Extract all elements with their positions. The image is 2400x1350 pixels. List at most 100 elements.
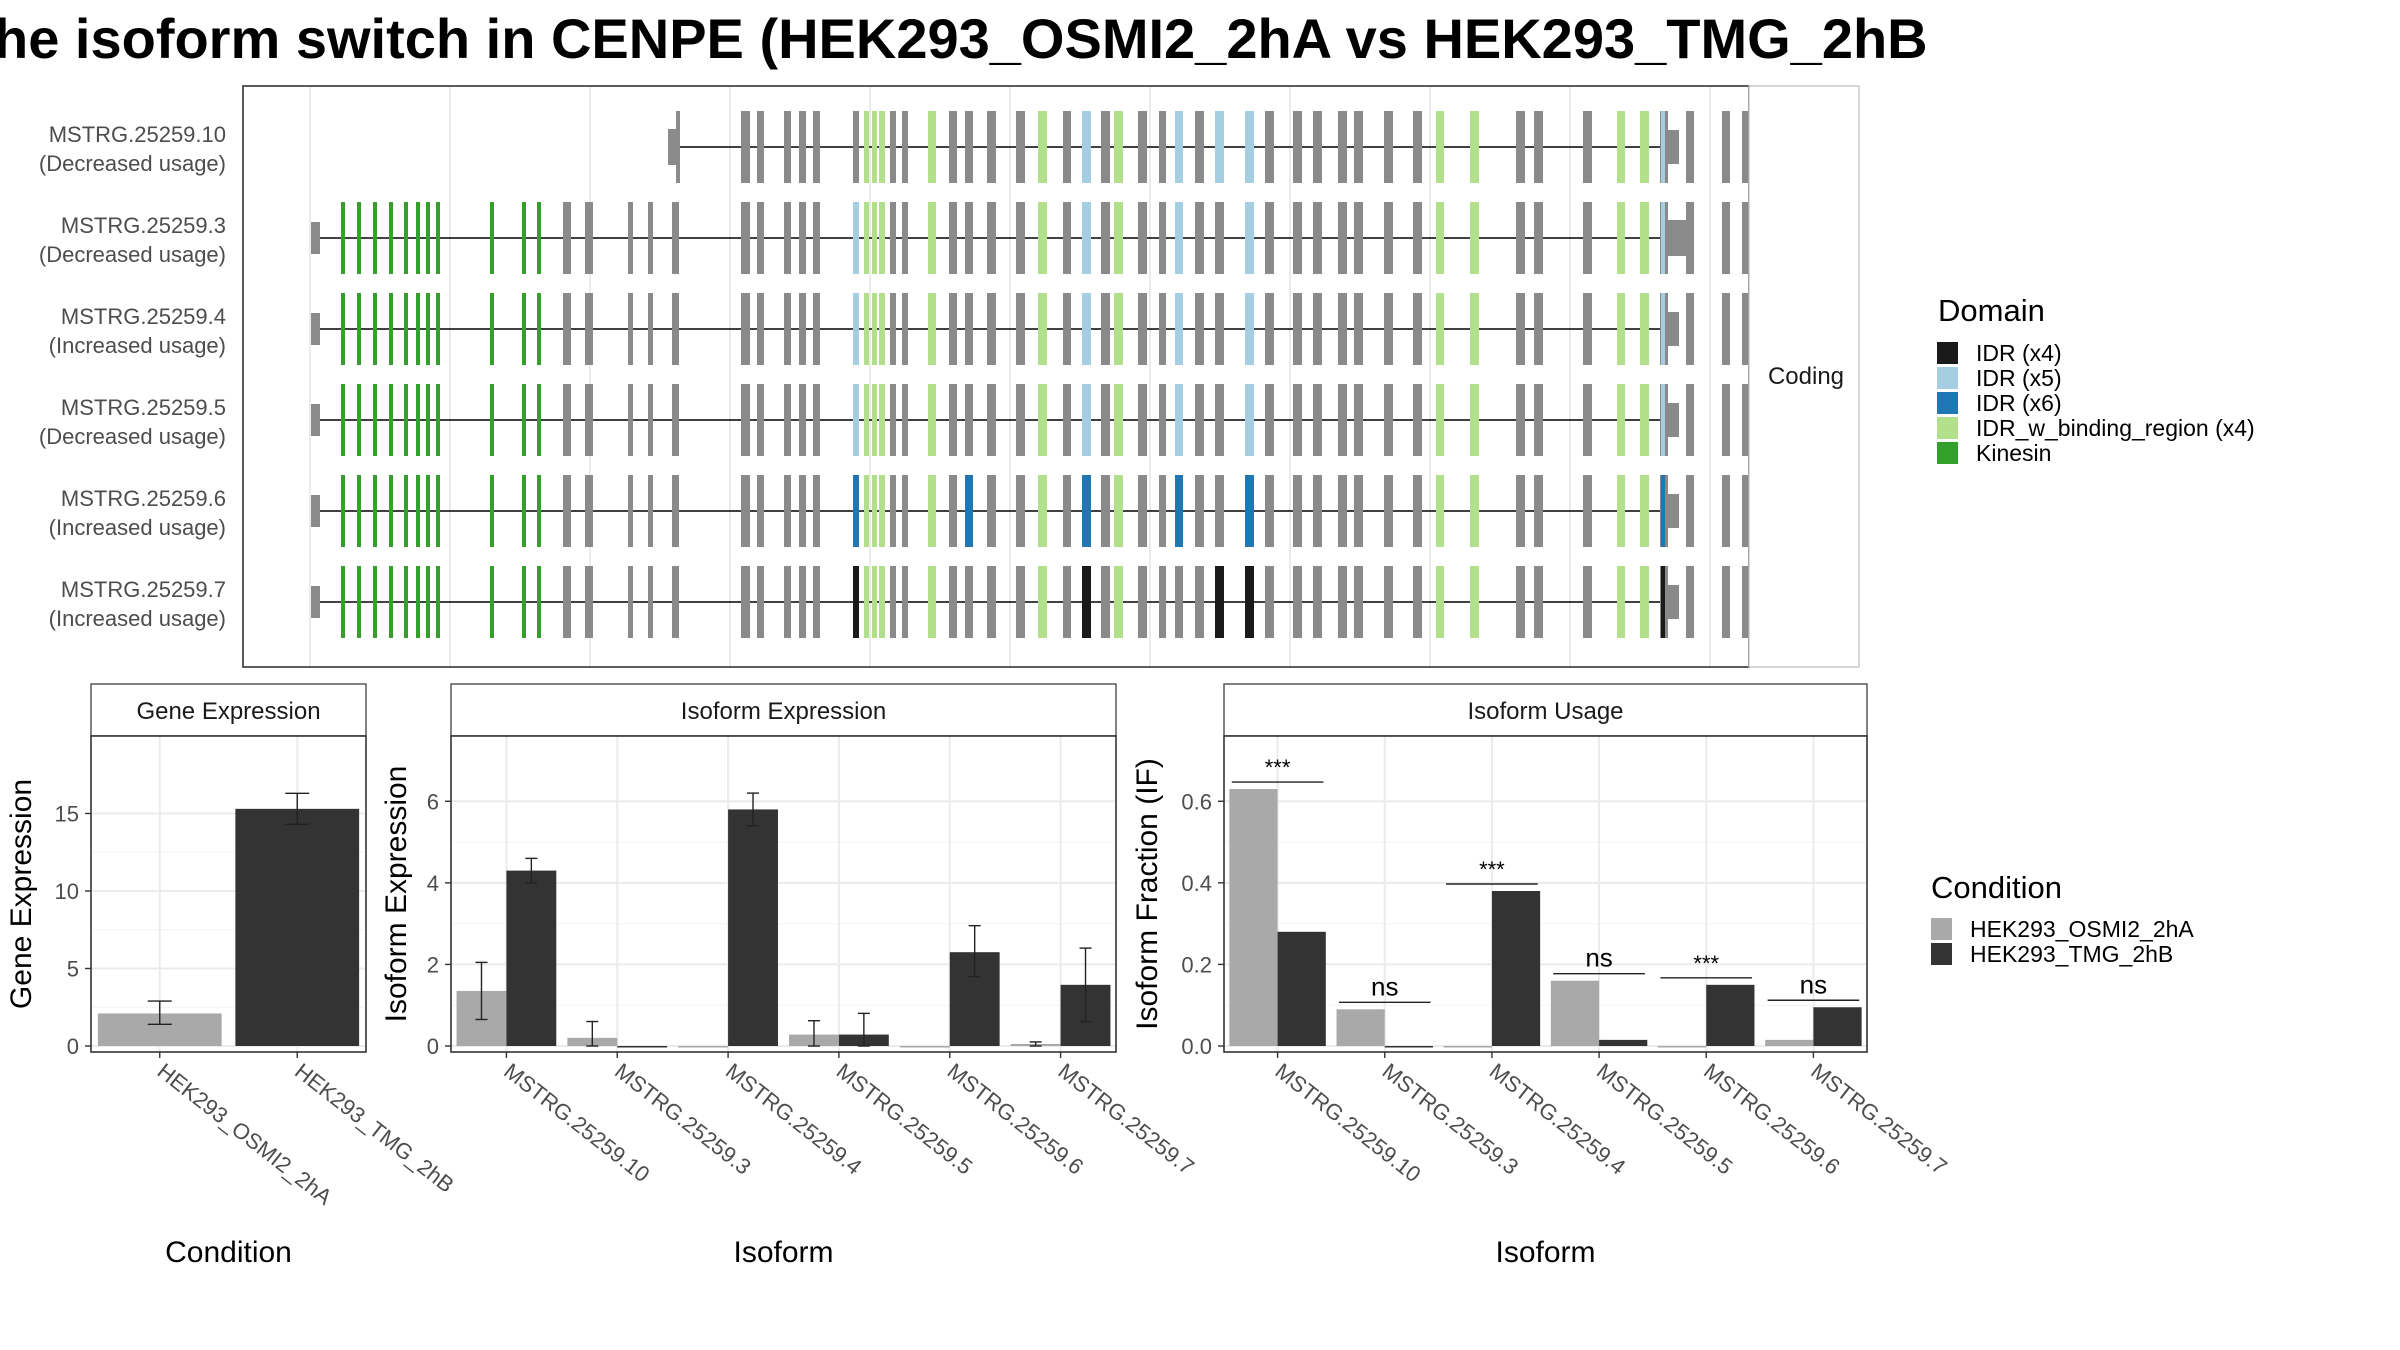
exon xyxy=(1617,475,1625,547)
domain-legend-key xyxy=(1937,367,1958,389)
exon xyxy=(537,384,541,456)
exon xyxy=(1338,566,1347,638)
exon xyxy=(1313,475,1322,547)
bar xyxy=(617,1046,668,1048)
exon xyxy=(357,475,361,547)
exon xyxy=(416,384,420,456)
exon xyxy=(1195,384,1204,456)
exon xyxy=(1413,475,1422,547)
exon xyxy=(965,111,973,183)
exon xyxy=(648,293,653,365)
exon xyxy=(1338,202,1347,274)
exon xyxy=(1265,111,1274,183)
exon xyxy=(741,111,750,183)
exon xyxy=(490,384,494,456)
exon xyxy=(879,384,885,456)
exon xyxy=(741,475,750,547)
exon xyxy=(1313,384,1322,456)
exon xyxy=(426,293,430,365)
exon xyxy=(1215,111,1224,183)
exon xyxy=(890,111,896,183)
exon xyxy=(813,293,820,365)
exon xyxy=(585,293,593,365)
transcript-row xyxy=(311,384,1781,456)
exon xyxy=(928,384,936,456)
exon xyxy=(987,111,996,183)
exon xyxy=(853,111,859,183)
exon xyxy=(1265,202,1274,274)
exon xyxy=(1138,202,1147,274)
panel-strip xyxy=(90,683,367,737)
exon xyxy=(1640,475,1649,547)
exon xyxy=(1354,475,1363,547)
panel-frame xyxy=(1223,735,1868,1053)
exon xyxy=(672,202,679,274)
exon xyxy=(1354,384,1363,456)
exon xyxy=(1159,111,1166,183)
exon xyxy=(1661,384,1665,456)
exon xyxy=(436,384,440,456)
exon xyxy=(490,566,494,638)
exon xyxy=(872,566,877,638)
exon xyxy=(672,566,679,638)
panel-frame xyxy=(90,735,367,1053)
panel-strip-label: Gene Expression xyxy=(136,698,320,725)
exon xyxy=(1617,202,1625,274)
exon xyxy=(672,293,679,365)
exon xyxy=(1384,202,1393,274)
y-axis-title: Isoform Expression xyxy=(380,766,413,1023)
exon xyxy=(1583,475,1592,547)
exon xyxy=(1470,475,1479,547)
significance-label: *** xyxy=(1265,755,1291,780)
exon xyxy=(341,202,345,274)
exon xyxy=(1114,111,1123,183)
significance-label: ns xyxy=(1585,943,1612,973)
exon xyxy=(1195,293,1204,365)
exon xyxy=(585,566,593,638)
exon xyxy=(1640,111,1649,183)
isoform-usage-panel: Isoform Usage *** ns *** ns *** ns 0.0 0.2 0.4 0.6… xyxy=(1131,683,1952,1269)
transcript-panel: Coding MSTRG.25259.10(Decreased usage)MS… xyxy=(39,85,1860,668)
exon xyxy=(1159,384,1166,456)
exon xyxy=(1082,293,1091,365)
exon xyxy=(585,202,593,274)
exon xyxy=(1413,293,1422,365)
exon xyxy=(668,129,677,165)
exon xyxy=(784,202,791,274)
bar xyxy=(728,809,778,1046)
exon xyxy=(1354,566,1363,638)
exon xyxy=(813,475,820,547)
exon xyxy=(1742,566,1750,638)
exon xyxy=(1063,202,1071,274)
y-tick-label: 5 xyxy=(67,957,79,982)
exon xyxy=(1534,202,1543,274)
exon xyxy=(741,384,750,456)
exon xyxy=(1215,475,1224,547)
exon xyxy=(1293,384,1302,456)
bar xyxy=(1706,984,1755,1046)
domain-legend-label: IDR (x6) xyxy=(1976,390,2062,416)
isoform-usage-label: (Increased usage) xyxy=(49,606,226,631)
isoform-id-label: MSTRG.25259.10 xyxy=(49,122,226,147)
exon xyxy=(522,566,526,638)
exon xyxy=(1722,384,1730,456)
exon xyxy=(404,566,408,638)
exon xyxy=(902,293,908,365)
exon xyxy=(1038,475,1047,547)
exon xyxy=(949,293,957,365)
exon xyxy=(1583,202,1592,274)
exon xyxy=(648,566,653,638)
exon xyxy=(1722,475,1730,547)
exon xyxy=(1293,566,1302,638)
exon xyxy=(1534,475,1543,547)
exon xyxy=(1138,293,1147,365)
exon xyxy=(1583,566,1592,638)
exon xyxy=(1436,475,1444,547)
exon xyxy=(426,566,430,638)
exon xyxy=(1082,566,1091,638)
exon xyxy=(1661,293,1665,365)
exon xyxy=(1661,202,1665,274)
bar xyxy=(1658,1046,1707,1048)
exon xyxy=(757,202,764,274)
bar xyxy=(1599,1039,1648,1046)
